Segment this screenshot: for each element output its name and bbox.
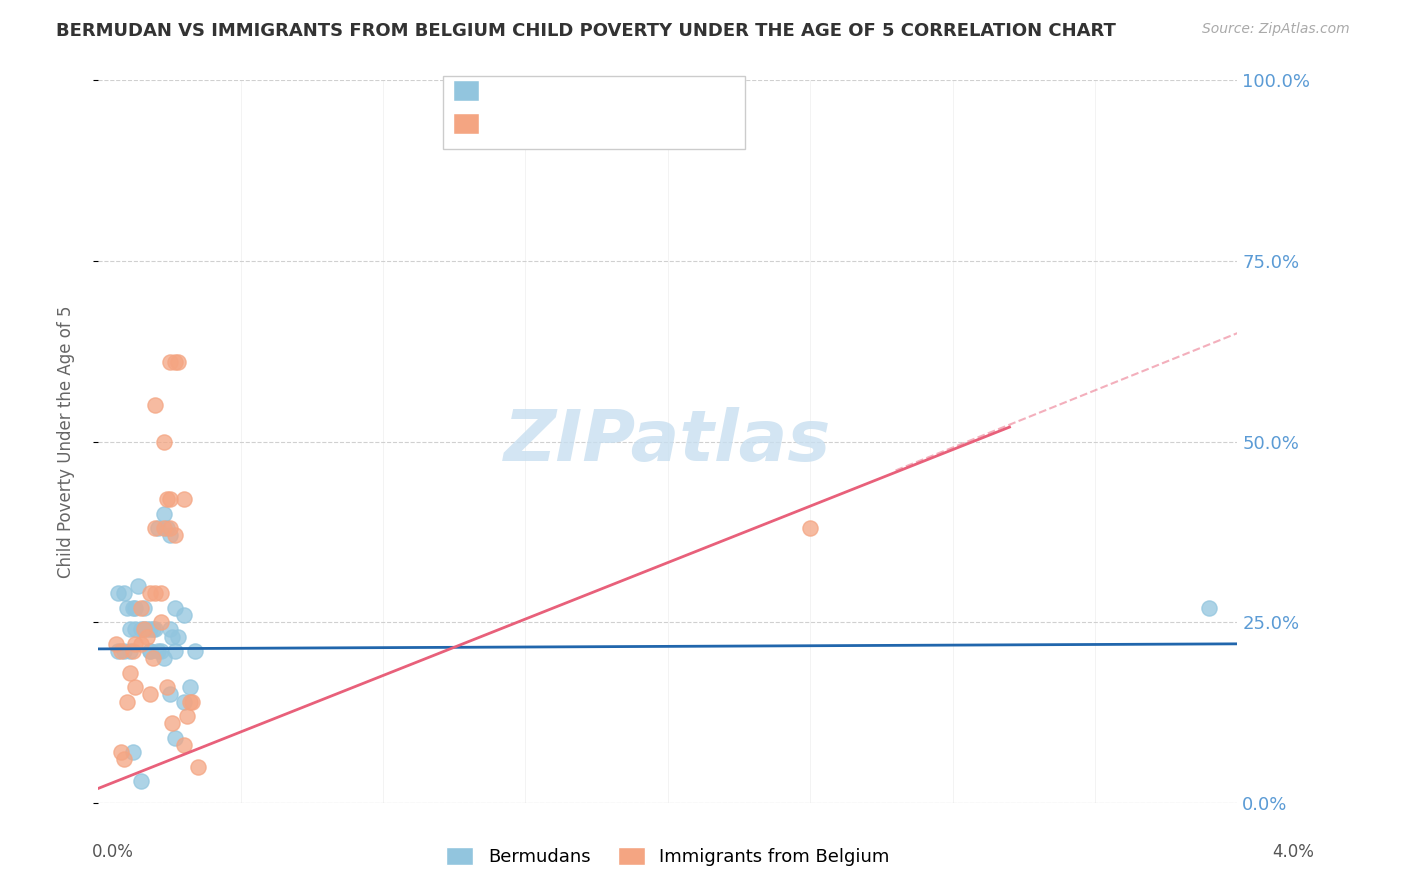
Point: [124, 600, 146, 615]
Point: [187, 760, 209, 774]
Point: [121, 745, 143, 759]
Y-axis label: Child Poverty Under the Age of 5: Child Poverty Under the Age of 5: [56, 305, 75, 578]
Point: [181, 695, 204, 709]
Point: [145, 521, 167, 535]
Point: [173, 738, 195, 752]
Point: [107, 644, 129, 658]
Text: N = 41: N = 41: [626, 88, 683, 106]
Point: [138, 586, 160, 600]
Point: [167, 355, 190, 369]
Point: [145, 586, 167, 600]
Text: R = 0.502: R = 0.502: [488, 121, 571, 139]
Point: [153, 507, 176, 521]
Text: N = 39: N = 39: [626, 121, 683, 139]
Point: [135, 630, 157, 644]
Point: [107, 586, 129, 600]
Point: [129, 774, 152, 789]
Point: [179, 680, 201, 694]
Point: [121, 644, 143, 658]
Point: [138, 623, 160, 637]
Text: 0.0%: 0.0%: [91, 843, 134, 861]
Point: [156, 680, 179, 694]
Point: [159, 528, 181, 542]
Text: BERMUDAN VS IMMIGRANTS FROM BELGIUM CHILD POVERTY UNDER THE AGE OF 5 CORRELATION: BERMUDAN VS IMMIGRANTS FROM BELGIUM CHIL…: [56, 22, 1116, 40]
Point: [110, 745, 132, 759]
Point: [173, 607, 195, 622]
Point: [118, 644, 141, 658]
Point: [115, 695, 138, 709]
Point: [124, 623, 146, 637]
Legend: Bermudans, Immigrants from Belgium: Bermudans, Immigrants from Belgium: [439, 839, 897, 873]
Point: [159, 355, 181, 369]
Point: [153, 434, 176, 449]
Point: [184, 644, 207, 658]
Point: [165, 600, 187, 615]
Point: [145, 398, 167, 412]
Point: [141, 623, 163, 637]
Point: [127, 579, 149, 593]
Text: ZIPatlas: ZIPatlas: [505, 407, 831, 476]
Text: Source: ZipAtlas.com: Source: ZipAtlas.com: [1202, 22, 1350, 37]
Point: [138, 644, 160, 658]
Point: [173, 492, 195, 507]
Point: [110, 644, 132, 658]
Point: [124, 680, 146, 694]
Point: [153, 651, 176, 665]
Text: 4.0%: 4.0%: [1272, 843, 1315, 861]
Point: [124, 637, 146, 651]
Point: [148, 521, 170, 535]
Point: [162, 630, 184, 644]
Point: [141, 651, 163, 665]
Point: [159, 623, 181, 637]
Point: [104, 637, 127, 651]
Point: [138, 644, 160, 658]
Point: [799, 521, 821, 535]
Point: [118, 623, 141, 637]
Point: [165, 644, 187, 658]
Point: [135, 623, 157, 637]
Point: [112, 586, 135, 600]
Point: [167, 630, 190, 644]
Point: [165, 355, 187, 369]
Point: [165, 528, 187, 542]
Point: [150, 644, 173, 658]
Point: [173, 695, 195, 709]
Point: [148, 644, 170, 658]
Point: [115, 600, 138, 615]
Point: [150, 586, 173, 600]
Point: [112, 644, 135, 658]
Point: [159, 492, 181, 507]
Point: [159, 521, 181, 535]
Point: [112, 752, 135, 766]
Point: [1198, 600, 1220, 615]
Point: [165, 731, 187, 745]
Text: R = 0.018: R = 0.018: [488, 88, 571, 106]
Point: [132, 623, 155, 637]
Point: [156, 492, 179, 507]
Point: [132, 623, 155, 637]
Point: [159, 687, 181, 701]
Point: [156, 521, 179, 535]
Point: [118, 665, 141, 680]
Point: [138, 687, 160, 701]
Point: [129, 623, 152, 637]
Point: [150, 615, 173, 630]
Point: [179, 695, 201, 709]
Point: [176, 709, 198, 723]
Point: [121, 600, 143, 615]
Point: [153, 521, 176, 535]
Point: [162, 716, 184, 731]
Point: [129, 600, 152, 615]
Point: [129, 637, 152, 651]
Point: [145, 623, 167, 637]
Point: [132, 600, 155, 615]
